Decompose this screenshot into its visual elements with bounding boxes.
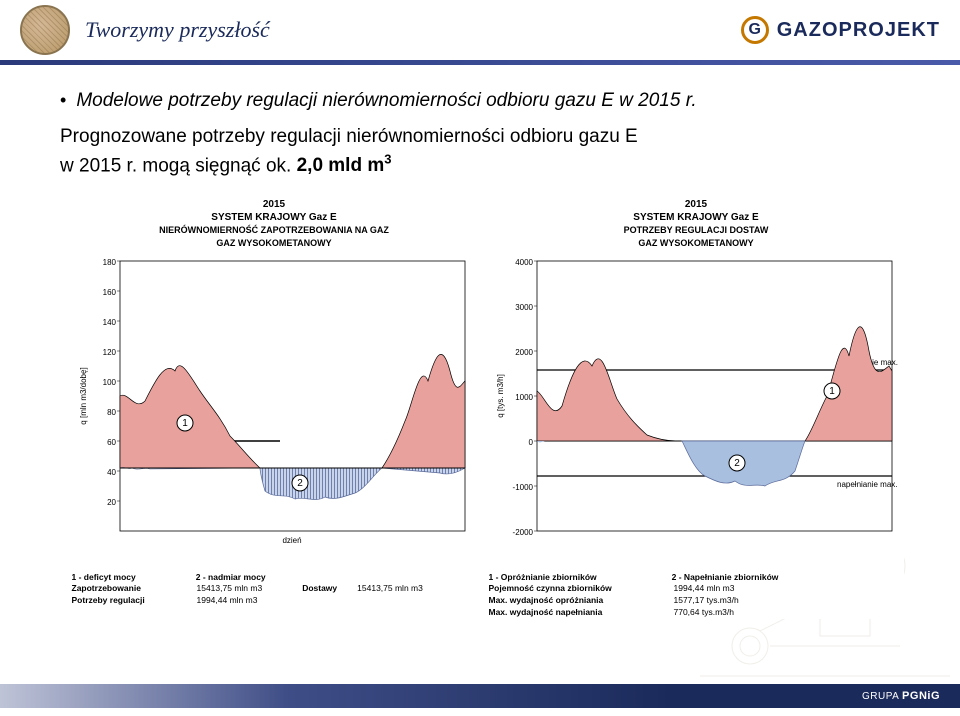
- chart1-sub1: NIERÓWNOMIERNOŚĆ ZAPOTRZEBOWANIA NA GAZ: [159, 225, 389, 235]
- lbl: Zapotrzebowanie: [72, 583, 177, 595]
- chart2-sub2: GAZ WYSOKOMETANOWY: [638, 238, 753, 248]
- statement-sup: 3: [384, 152, 391, 167]
- ytick: 60: [107, 438, 116, 447]
- chart2-ylabel: q [tys. m3/h]: [496, 374, 505, 418]
- chart2-titles: 2015 SYSTEM KRAJOWY Gaz E POTRZEBY REGUL…: [489, 198, 904, 250]
- chart1-titles: 2015 SYSTEM KRAJOWY Gaz E NIERÓWNOMIERNO…: [72, 198, 477, 250]
- ytick: 4000: [515, 258, 533, 267]
- chart1-footer: 1 - deficyt mocy 2 - nadmiar mocy Zapotr…: [72, 572, 477, 608]
- chart1-m2: 2: [297, 478, 303, 489]
- footer-logo: GRUPA PGNiG: [862, 690, 940, 702]
- val: 1994,44 mln m3: [674, 583, 735, 595]
- ytick: 1000: [515, 393, 533, 402]
- statement: Prognozowane potrzeby regulacji nierówno…: [60, 124, 915, 180]
- ytick: 180: [102, 258, 116, 267]
- val: 15413,75 mln m3: [197, 583, 263, 595]
- chart2-m2: 2: [734, 458, 740, 469]
- footer-bar: GRUPA PGNiG: [0, 684, 960, 708]
- chart2-leg2: 2 - Napełnianie zbiorników: [672, 572, 779, 584]
- footer-pgnig: PGNiG: [902, 690, 940, 702]
- ytick: -1000: [512, 483, 533, 492]
- bullet-text: Modelowe potrzeby regulacji nierównomier…: [76, 90, 696, 112]
- chart2-year: 2015: [685, 199, 707, 210]
- chart1-sub2: GAZ WYSOKOMETANOWY: [216, 238, 331, 248]
- header-left: Tworzymy przyszłość: [20, 5, 270, 55]
- chart1-svg: 180 160 140 120 100 80 60 40 20: [72, 253, 477, 568]
- lbl: Pojemność czynna zbiorników: [489, 583, 654, 595]
- chart-2: 2015 SYSTEM KRAJOWY Gaz E POTRZEBY REGUL…: [489, 198, 904, 620]
- statement-line2: w 2015 r. mogą sięgnąć ok.: [60, 155, 297, 176]
- val: 770,64 tys.m3/h: [674, 607, 734, 619]
- ytick: 20: [107, 498, 116, 507]
- lbl: Max. wydajność napełniania: [489, 607, 654, 619]
- content-region: • Modelowe potrzeby regulacji nierównomi…: [0, 65, 960, 629]
- chart2-footer: 1 - Opróżnianie zbiorników 2 - Napełnian…: [489, 572, 904, 620]
- brand-name: GAZOPROJEKT: [777, 19, 940, 42]
- chart2-leg1: 1 - Opróżnianie zbiorników: [489, 572, 597, 584]
- charts-row: 2015 SYSTEM KRAJOWY Gaz E NIERÓWNOMIERNO…: [60, 198, 915, 620]
- chart2-sys: SYSTEM KRAJOWY Gaz E: [633, 212, 758, 223]
- chart1-sys: SYSTEM KRAJOWY Gaz E: [211, 212, 336, 223]
- bullet-item: • Modelowe potrzeby regulacji nierównomi…: [60, 90, 915, 112]
- ytick: 120: [102, 348, 116, 357]
- ytick: 140: [102, 318, 116, 327]
- ytick: 2000: [515, 348, 533, 357]
- chart1-m1: 1: [182, 418, 188, 429]
- ytick: 100: [102, 378, 116, 387]
- company-tagline: Tworzymy przyszłość: [85, 17, 270, 43]
- header-bar: Tworzymy przyszłość G GAZOPROJEKT: [0, 0, 960, 60]
- chart2-svg: 4000 3000 2000 1000 0 -1000 -2000 q [tys…: [489, 253, 904, 568]
- footer-grupa: GRUPA: [862, 691, 902, 702]
- lbl: Max. wydajność opróżniania: [489, 595, 654, 607]
- val: 1577,17 tys.m3/h: [674, 595, 739, 607]
- chart1-leg2: 2 - nadmiar mocy: [196, 572, 266, 584]
- chart-1: 2015 SYSTEM KRAJOWY Gaz E NIERÓWNOMIERNO…: [72, 198, 477, 620]
- chart2-fill: napełnianie max.: [837, 480, 897, 489]
- brand-g-icon: G: [741, 16, 769, 44]
- chart1-ylabel: q [mln m3/dobę]: [79, 367, 88, 424]
- ytick: -2000: [512, 528, 533, 537]
- statement-line1: Prognozowane potrzeby regulacji nierówno…: [60, 126, 638, 147]
- bullet-dot: •: [60, 90, 66, 111]
- statement-bold: 2,0 mld m: [297, 155, 385, 176]
- val: 15413,75 mln m3: [357, 583, 423, 595]
- chart1-leg1: 1 - deficyt mocy: [72, 572, 136, 584]
- ytick: 80: [107, 408, 116, 417]
- lbl: Dostawy: [302, 583, 337, 595]
- brand-logo: G GAZOPROJEKT: [741, 16, 940, 44]
- ytick: 160: [102, 288, 116, 297]
- chart2-sub1: POTRZEBY REGULACJI DOSTAW: [624, 225, 769, 235]
- ytick: 40: [107, 468, 116, 477]
- chart1-year: 2015: [263, 199, 285, 210]
- chart1-xlabel: dzień: [282, 536, 301, 545]
- lbl: Potrzeby regulacji: [72, 595, 177, 607]
- ytick: 0: [528, 438, 533, 447]
- globe-icon: [20, 5, 70, 55]
- chart2-m1: 1: [829, 386, 835, 397]
- ytick: 3000: [515, 303, 533, 312]
- val: 1994,44 mln m3: [197, 595, 258, 607]
